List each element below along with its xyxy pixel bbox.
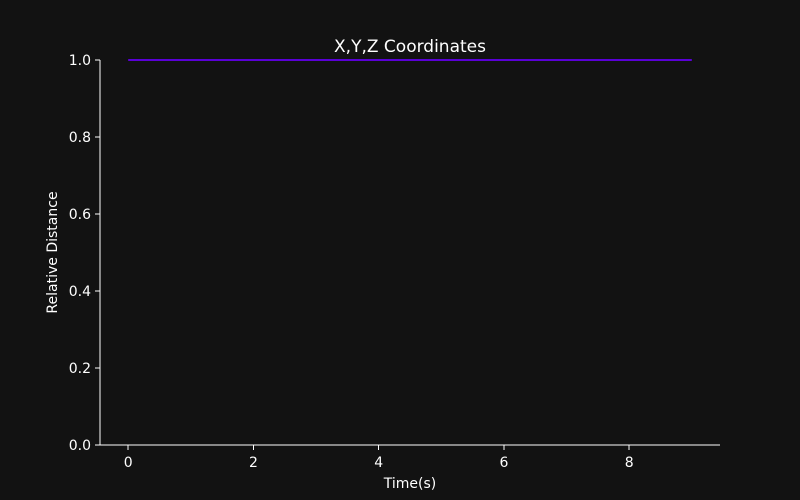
y-axis-ticks: 0.0 0.2 0.4 0.6 0.8 1.0 [69,53,100,454]
x-tick-label: 6 [499,455,508,471]
x-tick-label: 8 [625,455,634,471]
x-axis-ticks: 0 2 4 6 8 [124,445,634,471]
x-axis-label: Time(s) [383,476,436,492]
y-tick-label: 0.8 [69,130,91,146]
x-tick-label: 0 [124,455,133,471]
axes-spines [99,60,720,446]
y-tick-label: 1.0 [69,53,91,69]
y-tick-label: 0.4 [69,284,91,300]
y-tick-label: 0.2 [69,361,91,377]
x-tick-label: 4 [374,455,383,471]
x-tick-label: 2 [249,455,258,471]
y-axis-label: Relative Distance [45,191,61,313]
chart-title: X,Y,Z Coordinates [334,37,486,57]
y-tick-label: 0.6 [69,207,91,223]
y-tick-label: 0.0 [69,438,91,454]
